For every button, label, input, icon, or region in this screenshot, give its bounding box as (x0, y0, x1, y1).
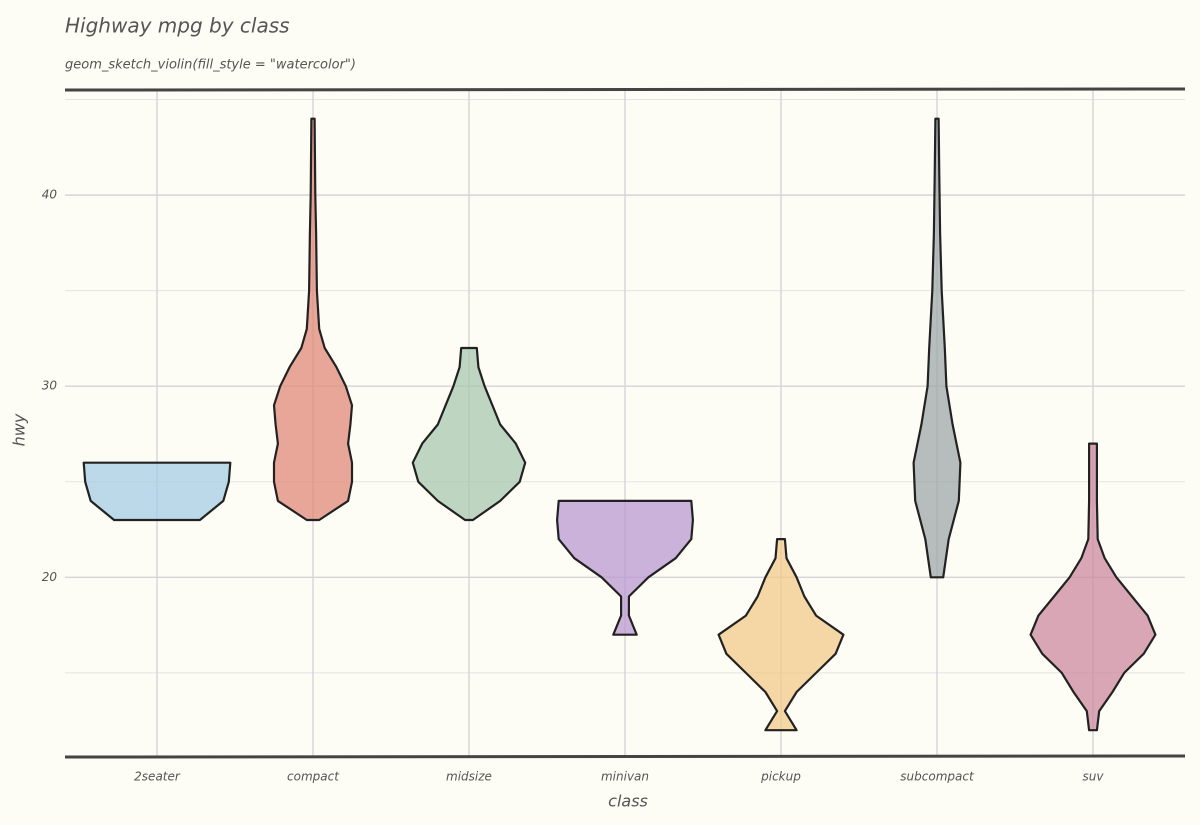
x-tick-label: pickup (760, 770, 801, 784)
x-tick-label: subcompact (900, 770, 975, 784)
violin (411, 346, 527, 522)
x-axis-label: class (608, 792, 648, 811)
x-tick-label: suv (1083, 770, 1105, 784)
chart-title: Highway mpg by class (65, 14, 290, 38)
violin (912, 117, 962, 579)
x-tick-label: 2seater (134, 770, 181, 784)
x-tick-label: minivan (601, 770, 649, 784)
violin (717, 538, 845, 732)
y-tick-label: 20 (42, 570, 58, 584)
x-tick-label: compact (287, 770, 340, 784)
chart-subtitle: geom_sketch_violin(fill_style = "waterco… (65, 58, 356, 73)
y-tick-label: 30 (42, 379, 58, 393)
bottom-border (64, 754, 1186, 759)
x-tick-label: midsize (446, 770, 492, 784)
top-border (64, 87, 1186, 92)
violin (272, 117, 354, 522)
y-tick-label: 40 (42, 188, 58, 202)
violin (82, 461, 232, 522)
violin (1029, 442, 1157, 732)
y-axis-label: hwy (10, 413, 29, 446)
violin (556, 499, 694, 636)
